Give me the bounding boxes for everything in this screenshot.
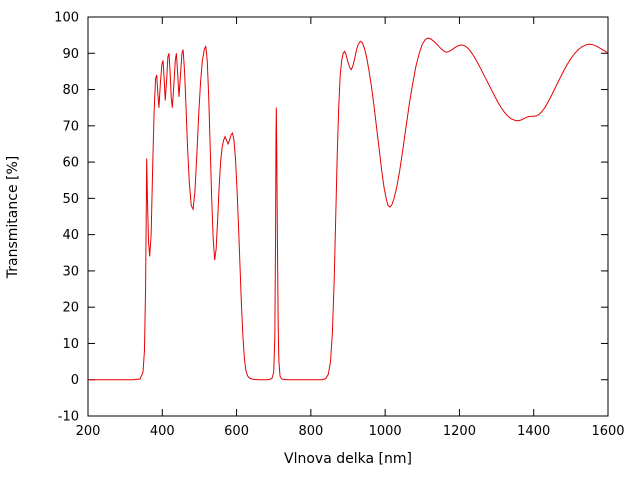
x-tick-label: 1200 — [443, 424, 476, 439]
x-tick-label: 1000 — [369, 424, 402, 439]
y-tick-label: 60 — [62, 156, 79, 171]
y-tick-label: 0 — [71, 373, 79, 388]
y-tick-label: 90 — [62, 47, 79, 62]
axis-ticks — [87, 16, 609, 417]
axis-tick-labels: 200 400 600 800 1000 1200 1400 1600 -10 0 10 20 30 40… — [54, 11, 624, 440]
y-tick-label: -10 — [58, 410, 79, 425]
x-tick-label: 1600 — [591, 424, 624, 439]
y-tick-label: 40 — [62, 228, 79, 243]
x-axis-label: Vlnova delka [nm] — [284, 451, 412, 467]
y-tick-label: 50 — [62, 192, 79, 207]
plot-border — [87, 16, 609, 417]
y-tick-label: 30 — [62, 264, 79, 279]
x-tick-label: 600 — [224, 424, 249, 439]
y-tick-label: 10 — [62, 337, 79, 352]
x-tick-label: 1400 — [517, 424, 550, 439]
y-tick-label: 100 — [54, 11, 79, 26]
y-tick-label: 80 — [62, 83, 79, 98]
y-tick-label: 70 — [62, 119, 79, 134]
y-axis-label: Transmitance [%] — [5, 156, 21, 279]
y-tick-label: 20 — [62, 301, 79, 316]
x-tick-label: 200 — [76, 424, 101, 439]
transmittance-curve — [88, 37, 609, 381]
x-tick-label: 400 — [150, 424, 175, 439]
x-tick-label: 800 — [298, 424, 323, 439]
